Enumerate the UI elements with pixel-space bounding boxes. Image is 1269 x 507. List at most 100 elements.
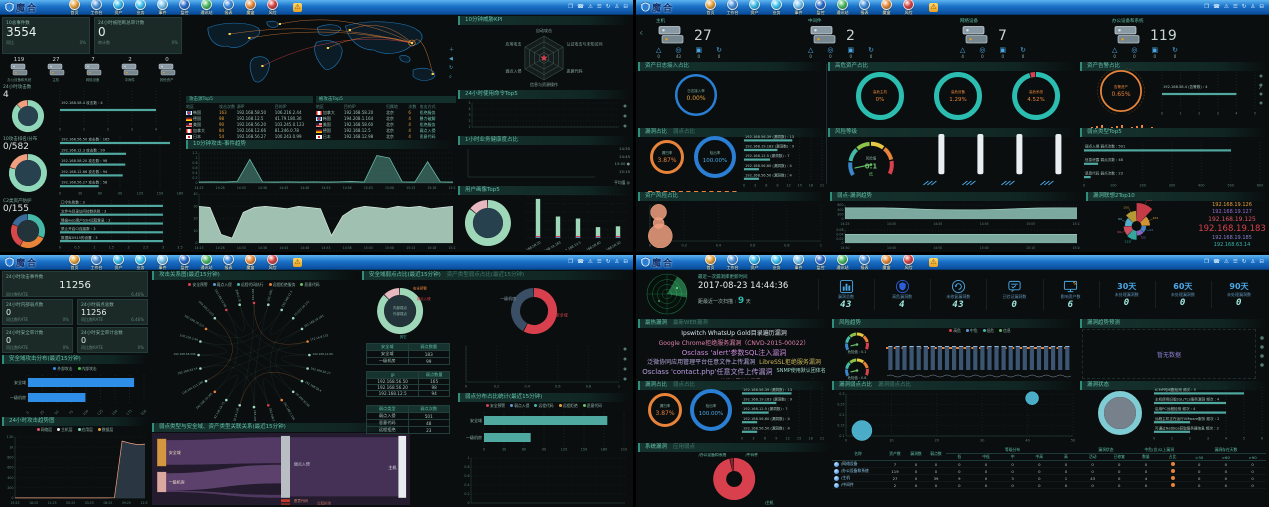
table-row[interactable]: 日本 54 192.168.56.27 100.243.0.99 <box>186 134 313 140</box>
nav-icon-1[interactable] <box>727 255 739 265</box>
nav-icon-2[interactable] <box>113 255 125 265</box>
nav-item-7[interactable]: 报表 <box>856 0 873 16</box>
header-action-icon-6[interactable]: ⊟ <box>1259 4 1264 10</box>
nav-item-3[interactable]: 业务 <box>132 255 149 271</box>
nav-icon-4[interactable] <box>793 255 805 265</box>
nav-item-8[interactable]: 魔盒 <box>878 0 895 16</box>
time-item-0[interactable]: 14:30 <box>619 146 630 151</box>
nav-item-4[interactable]: 事件 <box>154 0 171 16</box>
header-action-icon-1[interactable]: ☎ <box>1213 259 1220 265</box>
nav-icon-9[interactable] <box>903 0 915 10</box>
header-action-icon-3[interactable]: ☰ <box>1232 4 1238 10</box>
top10-ip-4[interactable]: 192.168.19.185 <box>1212 235 1252 241</box>
nav-item-9[interactable]: 风险 <box>264 255 281 271</box>
nav-item-5[interactable]: 监控 <box>176 255 193 271</box>
nav-icon-8[interactable] <box>881 0 893 10</box>
table-row[interactable]: /主机 27 0 39 9 0 3 0 1 43 0 4 0 0 0 <box>832 474 1266 482</box>
nav-item-6[interactable]: 通讯站 <box>198 0 215 16</box>
asset-card-1[interactable]: 中间件 2 △ 0 ◎ 0 ▣ 0 ↻ 0 <box>808 19 874 59</box>
vuln-item-7[interactable]: SNMP使用默认团体名 <box>776 368 826 375</box>
vuln-item-1[interactable]: Ipswitch WhatsUp Gold目录遍历漏洞 <box>681 330 787 338</box>
nav-item-3[interactable]: 业务 <box>132 0 149 16</box>
nav-item-8[interactable]: 魔盒 <box>878 255 895 271</box>
nav-icon-2[interactable] <box>113 0 125 10</box>
time-item-1[interactable]: 14:45 <box>619 153 630 159</box>
header-action-icon-5[interactable]: ♙ <box>614 4 620 10</box>
table-row[interactable]: 韩国 163 192.168.58.50 106.216.2.44 <box>186 110 313 116</box>
time-item-3[interactable]: 15:15 <box>619 168 630 174</box>
table-row[interactable]: /办公设备和系统 119 0 0 0 0 0 0 0 0 0 0 0 0 0 <box>832 467 1266 475</box>
nav-item-6[interactable]: 通讯站 <box>834 0 851 16</box>
table-row[interactable]: 192.168.12.5 94 <box>365 390 450 397</box>
table-row[interactable]: 日本 192.168.12.98 北京 4 恶意代码 <box>315 134 456 140</box>
nav-item-1[interactable]: 工作台 <box>88 0 105 16</box>
nav-icon-5[interactable] <box>815 0 827 10</box>
table-row[interactable]: 德国 192.168.12.5 北京 4 弱点入侵 <box>315 128 456 134</box>
header-action-icon-3[interactable]: ☰ <box>596 4 602 10</box>
asset-type-2[interactable]: 7 网络设备 <box>76 57 110 83</box>
vuln-item-3[interactable]: Osclass 'alert'参数SQL注入漏洞 <box>681 348 787 357</box>
top10-ip-2[interactable]: 192.168.19.125 <box>1208 216 1256 223</box>
nav-icon-1[interactable] <box>727 0 739 10</box>
nav-icon-5[interactable] <box>179 255 191 265</box>
header-action-icon-5[interactable]: ♙ <box>1250 259 1256 265</box>
nav-item-4[interactable]: 事件 <box>790 0 807 16</box>
nav-item-3[interactable]: 业务 <box>768 255 785 271</box>
asset-card-2[interactable]: 网络设备 7 △ 4 ◎ 0 ▣ 0 ↻ 0 <box>960 19 1026 59</box>
nav-icon-9[interactable] <box>267 255 279 265</box>
table-row[interactable]: 加拿大 84 192.168.12.66 81.246.0.78 <box>186 128 313 134</box>
nav-icon-7[interactable] <box>859 255 871 265</box>
nav-item-6[interactable]: 通讯站 <box>834 255 851 271</box>
header-action-icon-6[interactable]: ⊟ <box>1259 259 1264 265</box>
header-action-icon-4[interactable]: ↻ <box>1241 259 1247 265</box>
nav-icon-6[interactable] <box>837 0 849 10</box>
nav-item-2[interactable]: 资产 <box>110 255 127 271</box>
asset-type-1[interactable]: 27 主机 <box>39 57 73 83</box>
alert-icon[interactable]: ⚠ <box>929 2 939 12</box>
table-row[interactable]: 德国 98 192.168.12.5 41.79.180.36 <box>186 116 313 122</box>
table-row[interactable]: 韩国 194.208.1.164 北京 4 暴力破解 <box>315 116 456 122</box>
table-row[interactable]: 一级机房 99 <box>366 357 450 365</box>
vuln-item-6[interactable]: Osclass 'contact.php'任意文件上传漏洞 <box>642 368 773 377</box>
nav-icon-9[interactable] <box>903 255 915 265</box>
table-row[interactable]: 加拿大 192.168.58.20 北京 6 拒绝服务 <box>315 110 456 116</box>
nav-icon-5[interactable] <box>179 0 191 10</box>
nav-item-9[interactable]: 风险 <box>900 0 917 16</box>
header-action-icon-2[interactable]: ⚠ <box>587 4 593 10</box>
top10-ip-1[interactable]: 192.168.19.127 <box>1212 209 1252 215</box>
header-action-icon-1[interactable]: ☎ <box>577 4 584 10</box>
header-action-icon-0[interactable]: ❐ <box>1204 4 1210 10</box>
vuln-item-4[interactable]: 泛微协同应用管理平台任意文件上传漏洞 <box>647 359 756 367</box>
nav-item-4[interactable]: 事件 <box>154 255 171 271</box>
nav-icon-7[interactable] <box>223 255 235 265</box>
nav-item-2[interactable]: 资产 <box>110 0 127 16</box>
nav-icon-8[interactable] <box>245 255 257 265</box>
header-action-icon-5[interactable]: ♙ <box>1250 4 1256 10</box>
nav-item-8[interactable]: 魔盒 <box>242 255 259 271</box>
carousel-next-icon[interactable]: › <box>1258 80 1263 93</box>
asset-card-0[interactable]: 主机 27 △ 0 ◎ 43 ▣ 0 ↻ 0 <box>656 19 722 59</box>
nav-icon-4[interactable] <box>793 0 805 10</box>
header-action-icon-2[interactable]: ⚠ <box>1223 259 1229 265</box>
nav-item-3[interactable]: 业务 <box>768 0 785 16</box>
nav-icon-1[interactable] <box>91 255 103 265</box>
top10-ip-0[interactable]: 192.168.19.126 <box>1212 202 1252 208</box>
header-action-icon-3[interactable]: ☰ <box>596 259 602 265</box>
nav-icon-3[interactable] <box>135 0 147 10</box>
nav-item-1[interactable]: 工作台 <box>88 255 105 271</box>
nav-icon-6[interactable] <box>201 255 213 265</box>
table-row[interactable]: 美国 192.168.58.60 北京 4 拒绝服务 <box>315 122 456 128</box>
nav-item-5[interactable]: 监控 <box>176 0 193 16</box>
asset-type-3[interactable]: 2 中间件 <box>113 57 147 83</box>
alert-icon[interactable]: ⚠ <box>293 2 303 12</box>
nav-item-2[interactable]: 资产 <box>746 0 763 16</box>
header-action-icon-4[interactable]: ↻ <box>1241 4 1247 10</box>
asset-type-4[interactable]: 0 其他资产 <box>150 57 184 83</box>
nav-item-7[interactable]: 报表 <box>220 0 237 16</box>
table-row[interactable]: /中间件 2 0 0 0 0 0 0 0 0 0 0 0 0 0 <box>832 481 1266 489</box>
nav-item-7[interactable]: 报表 <box>856 255 873 271</box>
header-action-icon-0[interactable]: ❐ <box>568 4 574 10</box>
top10-ip-5[interactable]: 192.168.63.14 <box>1213 242 1251 248</box>
nav-item-7[interactable]: 报表 <box>220 255 237 271</box>
nav-icon-2[interactable] <box>749 255 761 265</box>
